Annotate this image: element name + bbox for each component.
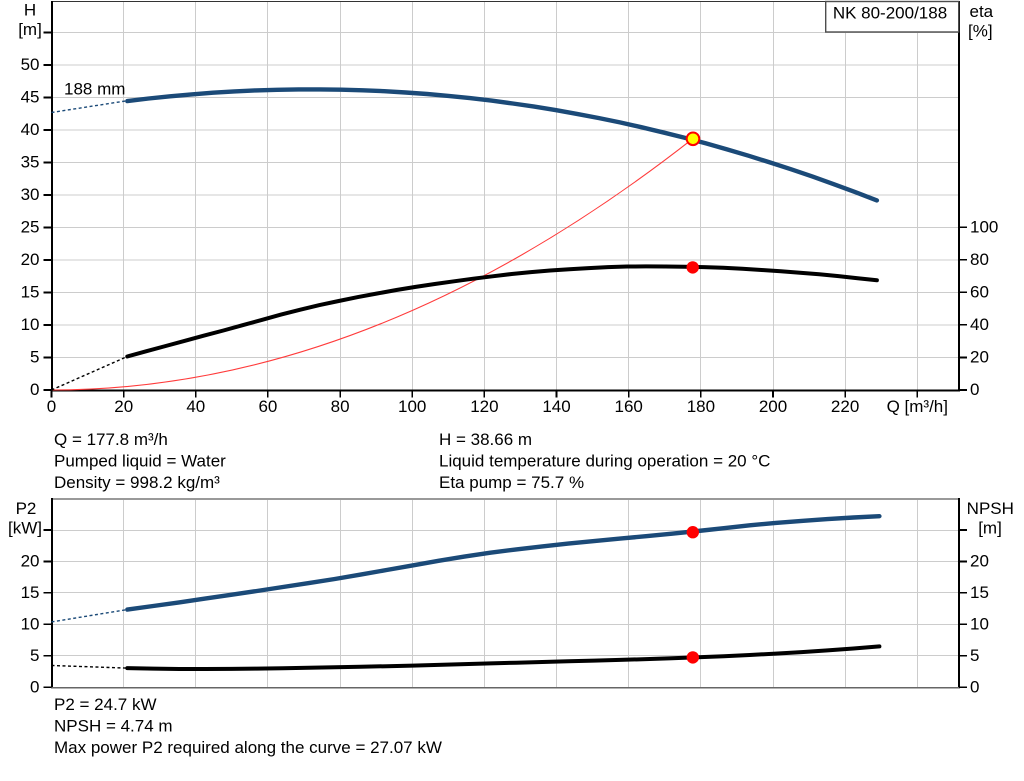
svg-text:10: 10 bbox=[21, 614, 40, 633]
svg-text:35: 35 bbox=[21, 153, 40, 172]
svg-text:0: 0 bbox=[30, 677, 39, 696]
svg-text:0: 0 bbox=[970, 380, 979, 399]
svg-text:45: 45 bbox=[21, 88, 40, 107]
svg-text:120: 120 bbox=[470, 397, 498, 416]
svg-text:40: 40 bbox=[970, 315, 989, 334]
svg-text:5: 5 bbox=[970, 646, 979, 665]
svg-text:[m]: [m] bbox=[978, 519, 1002, 538]
svg-text:15: 15 bbox=[21, 583, 40, 602]
svg-text:20: 20 bbox=[21, 250, 40, 269]
svg-text:15: 15 bbox=[21, 283, 40, 302]
svg-text:15: 15 bbox=[970, 583, 989, 602]
svg-text:NPSH: NPSH bbox=[967, 499, 1014, 518]
svg-text:30: 30 bbox=[21, 185, 40, 204]
svg-text:eta: eta bbox=[970, 2, 994, 21]
svg-text:0: 0 bbox=[30, 380, 39, 399]
svg-text:5: 5 bbox=[30, 348, 39, 367]
svg-text:P2: P2 bbox=[16, 499, 37, 518]
svg-text:60: 60 bbox=[258, 397, 277, 416]
svg-text:Pumped liquid = Water: Pumped liquid = Water bbox=[54, 452, 226, 471]
svg-text:P2 = 24.7 kW: P2 = 24.7 kW bbox=[54, 695, 157, 714]
svg-text:H: H bbox=[24, 1, 36, 20]
svg-text:20: 20 bbox=[970, 552, 989, 571]
svg-text:Eta pump = 75.7 %: Eta pump = 75.7 % bbox=[439, 473, 584, 492]
svg-text:188 mm: 188 mm bbox=[64, 80, 125, 99]
svg-text:100: 100 bbox=[398, 397, 426, 416]
svg-text:180: 180 bbox=[687, 397, 715, 416]
svg-text:Q [m³/h]: Q [m³/h] bbox=[887, 397, 948, 416]
svg-text:5: 5 bbox=[30, 646, 39, 665]
svg-text:40: 40 bbox=[21, 120, 40, 139]
svg-text:20: 20 bbox=[114, 397, 133, 416]
svg-text:80: 80 bbox=[331, 397, 350, 416]
svg-text:25: 25 bbox=[21, 218, 40, 237]
svg-text:0: 0 bbox=[970, 677, 979, 696]
svg-text:0: 0 bbox=[47, 397, 56, 416]
svg-text:NPSH = 4.74 m: NPSH = 4.74 m bbox=[54, 717, 173, 736]
svg-text:100: 100 bbox=[970, 217, 998, 236]
svg-text:40: 40 bbox=[186, 397, 205, 416]
svg-text:H = 38.66 m: H = 38.66 m bbox=[439, 430, 532, 449]
svg-text:80: 80 bbox=[970, 250, 989, 269]
svg-text:20: 20 bbox=[21, 552, 40, 571]
svg-text:160: 160 bbox=[615, 397, 643, 416]
svg-text:10: 10 bbox=[970, 614, 989, 633]
svg-text:Liquid temperature during oper: Liquid temperature during operation = 20… bbox=[439, 452, 770, 471]
svg-text:60: 60 bbox=[970, 282, 989, 301]
svg-text:[kW]: [kW] bbox=[8, 519, 42, 538]
svg-text:200: 200 bbox=[759, 397, 787, 416]
svg-text:Q = 177.8 m³/h: Q = 177.8 m³/h bbox=[54, 430, 168, 449]
svg-text:[%]: [%] bbox=[968, 22, 993, 41]
svg-text:Max power P2 required along th: Max power P2 required along the curve = … bbox=[54, 738, 442, 757]
svg-text:Density = 998.2 kg/m³: Density = 998.2 kg/m³ bbox=[54, 473, 220, 492]
svg-text:220: 220 bbox=[831, 397, 859, 416]
svg-text:10: 10 bbox=[21, 315, 40, 334]
svg-text:140: 140 bbox=[542, 397, 570, 416]
svg-text:20: 20 bbox=[970, 348, 989, 367]
svg-text:NK 80-200/188: NK 80-200/188 bbox=[833, 4, 947, 23]
svg-text:[m]: [m] bbox=[18, 20, 42, 39]
svg-text:50: 50 bbox=[21, 55, 40, 74]
